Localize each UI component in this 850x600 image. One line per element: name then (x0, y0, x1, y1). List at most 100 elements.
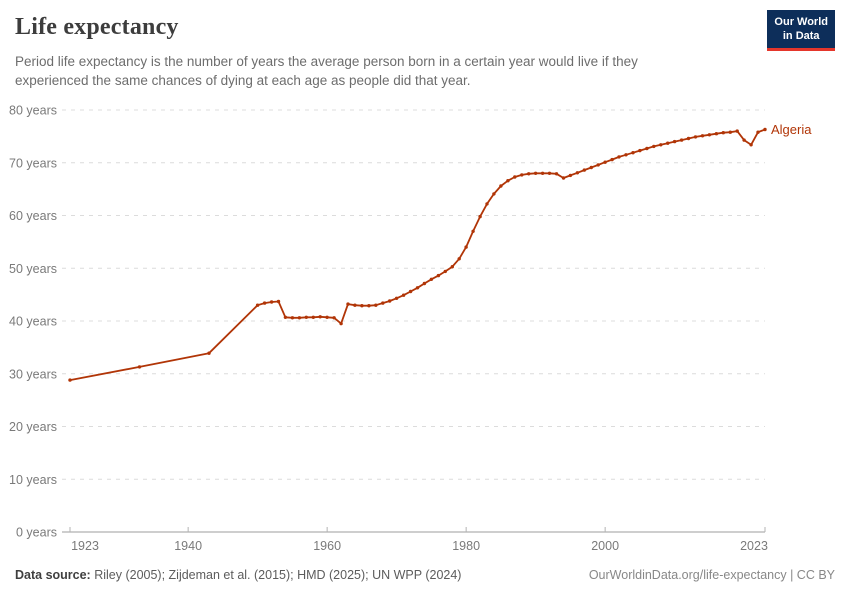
data-point[interactable] (575, 171, 580, 175)
data-point[interactable] (596, 163, 600, 167)
data-point[interactable] (276, 299, 281, 304)
data-point[interactable] (506, 179, 510, 183)
data-point[interactable] (638, 148, 642, 153)
data-point[interactable] (533, 171, 538, 175)
data-point[interactable] (624, 153, 628, 157)
data-point[interactable] (617, 155, 621, 159)
data-point[interactable] (422, 281, 427, 286)
data-point[interactable] (492, 192, 496, 196)
data-point[interactable] (693, 135, 698, 139)
data-point[interactable] (255, 303, 260, 307)
data-point[interactable] (735, 129, 739, 133)
data-point[interactable] (450, 265, 454, 269)
data-point[interactable] (325, 315, 329, 319)
data-point[interactable] (353, 303, 357, 307)
data-point[interactable] (471, 229, 475, 233)
data-source-note: Data source: Riley (2005); Zijdeman et a… (15, 568, 461, 582)
data-point[interactable] (290, 316, 295, 320)
data-point[interactable] (700, 134, 705, 138)
owid-logo[interactable]: Our World in Data (767, 10, 835, 51)
data-point[interactable] (652, 144, 656, 149)
chart-footer: Data source: Riley (2005); Zijdeman et a… (15, 568, 835, 582)
x-tick-label: 2000 (591, 539, 619, 553)
data-point[interactable] (207, 351, 211, 355)
data-point[interactable] (527, 172, 531, 176)
data-point[interactable] (304, 315, 308, 319)
data-point[interactable] (478, 214, 482, 219)
data-point[interactable] (679, 138, 684, 142)
data-point[interactable] (631, 151, 635, 155)
x-tick-label: 1980 (452, 539, 480, 553)
data-point[interactable] (401, 293, 406, 297)
data-point[interactable] (388, 299, 392, 303)
data-source-text: Riley (2005); Zijdeman et al. (2015); HM… (90, 568, 462, 582)
data-point[interactable] (262, 301, 267, 305)
data-point[interactable] (561, 176, 566, 180)
data-point[interactable] (311, 315, 315, 319)
y-tick-label: 10 years (9, 473, 57, 487)
data-point[interactable] (415, 286, 420, 290)
data-point[interactable] (297, 316, 302, 320)
data-point[interactable] (568, 173, 573, 178)
data-point[interactable] (360, 304, 364, 308)
license-note[interactable]: OurWorldinData.org/life-expectancy | CC … (588, 568, 835, 582)
data-point[interactable] (721, 131, 725, 135)
series-label-algeria[interactable]: Algeria (771, 122, 812, 137)
data-point[interactable] (137, 365, 142, 369)
data-point[interactable] (520, 173, 524, 177)
data-point[interactable] (443, 269, 447, 274)
data-point[interactable] (728, 130, 732, 134)
data-point[interactable] (582, 168, 586, 172)
data-point[interactable] (547, 171, 552, 175)
data-point[interactable] (269, 300, 274, 304)
data-point[interactable] (381, 301, 385, 305)
data-point[interactable] (374, 303, 378, 307)
data-point[interactable] (436, 273, 441, 278)
data-point[interactable] (429, 277, 434, 281)
x-tick-label: 1940 (174, 539, 202, 553)
series-line-algeria[interactable] (69, 128, 766, 381)
data-point[interactable] (763, 127, 767, 132)
y-tick-label: 50 years (9, 262, 57, 276)
data-point[interactable] (659, 143, 663, 147)
data-point[interactable] (707, 133, 712, 137)
data-point[interactable] (318, 315, 322, 319)
data-point[interactable] (686, 136, 691, 141)
data-point[interactable] (742, 138, 746, 142)
data-point[interactable] (485, 202, 489, 206)
data-point[interactable] (367, 304, 371, 308)
data-source-label: Data source: (15, 568, 91, 582)
data-point[interactable] (346, 302, 350, 306)
data-point[interactable] (408, 289, 413, 294)
data-point[interactable] (68, 378, 72, 382)
data-point[interactable] (645, 146, 649, 151)
data-point[interactable] (554, 172, 559, 176)
data-point[interactable] (714, 132, 719, 136)
data-point[interactable] (672, 139, 677, 144)
data-point[interactable] (464, 245, 468, 249)
x-tick-label: 1960 (313, 539, 341, 553)
owid-logo-line2: in Data (782, 30, 820, 43)
x-tick-label: 2023 (740, 539, 768, 553)
y-tick-label: 0 years (16, 526, 57, 540)
data-point[interactable] (610, 157, 614, 162)
chart-subtitle-line1: Period life expectancy is the number of … (15, 54, 638, 69)
data-point[interactable] (589, 165, 593, 170)
data-point[interactable] (332, 316, 336, 320)
data-point[interactable] (749, 143, 753, 147)
data-point[interactable] (540, 171, 545, 175)
data-point[interactable] (283, 315, 288, 319)
data-point[interactable] (513, 175, 517, 179)
data-point[interactable] (339, 321, 343, 326)
chart-subtitle-line2: experienced the same chances of dying at… (15, 73, 471, 89)
data-point[interactable] (666, 141, 670, 145)
data-point[interactable] (394, 296, 399, 300)
y-tick-label: 80 years (9, 104, 57, 118)
y-tick-label: 40 years (9, 315, 57, 329)
data-point[interactable] (457, 257, 461, 261)
data-point[interactable] (499, 184, 503, 188)
data-point[interactable] (756, 130, 760, 134)
y-tick-label: 70 years (9, 156, 57, 170)
data-point[interactable] (603, 160, 607, 164)
